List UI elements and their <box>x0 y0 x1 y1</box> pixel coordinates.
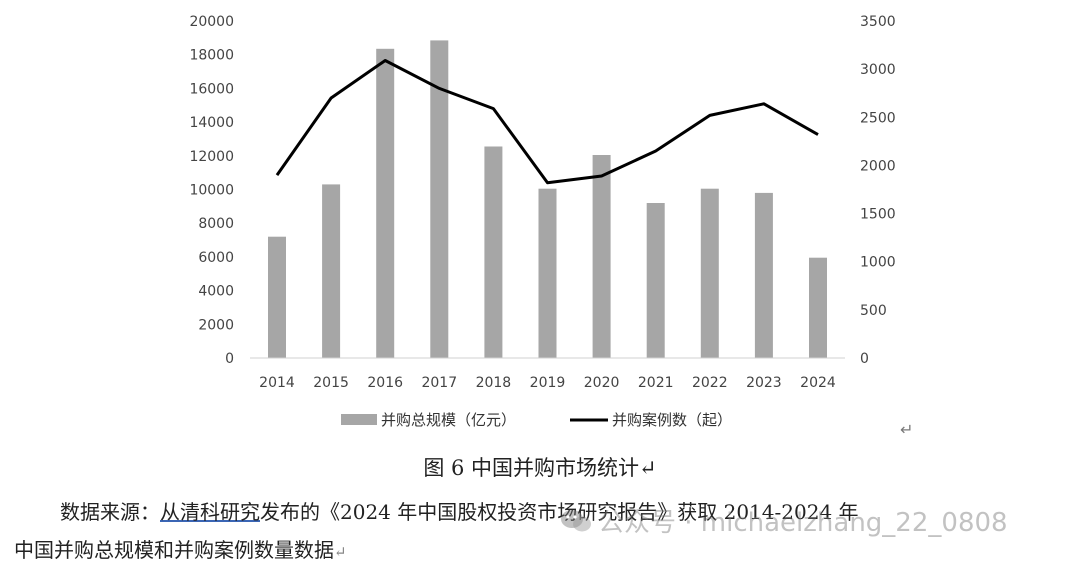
left-tick-label: 16000 <box>189 81 234 97</box>
right-axis-ticks: 0 500 1000 1500 2000 2500 3000 3500 <box>860 14 896 367</box>
paragraph-mark: ↵ <box>900 420 913 439</box>
line-path <box>277 61 818 183</box>
bar-2021 <box>647 203 665 358</box>
left-axis-ticks: 0 2000 4000 6000 8000 10000 12000 14000 16000 180… <box>189 14 234 367</box>
source-line-2-text: 中国并购总规模和并购案例数量数据 <box>14 538 334 562</box>
line-series <box>277 60 818 182</box>
x-tick-label: 2016 <box>367 375 403 391</box>
bar-2018 <box>484 147 502 359</box>
legend-label-line: 并购案例数（起） <box>612 411 732 429</box>
source-line-2-mark: ↵ <box>334 543 347 561</box>
bar-series <box>268 40 827 358</box>
x-tick-label: 2019 <box>530 375 566 391</box>
right-tick-label: 2500 <box>860 110 896 126</box>
right-tick-label: 3500 <box>860 14 896 30</box>
x-tick-label: 2023 <box>746 375 782 391</box>
watermark: 公众号 · michaelzhang_22_0808 <box>560 502 1008 539</box>
x-tick-label: 2021 <box>638 375 674 391</box>
source-link[interactable]: 从清科研究 <box>160 500 260 524</box>
x-tick-label: 2014 <box>259 375 295 391</box>
bar-2015 <box>322 184 340 358</box>
bar-2024 <box>809 258 827 358</box>
right-tick-label: 1500 <box>860 207 896 223</box>
bar-2023 <box>755 193 773 358</box>
figure-caption: 图 6 中国并购市场统计↵ <box>0 452 1080 482</box>
x-tick-label: 2020 <box>584 375 620 391</box>
x-axis-ticks: 2014 2015 2016 2017 2018 2019 2020 2021 2022 2023… <box>259 375 836 391</box>
left-tick-label: 10000 <box>189 183 234 199</box>
left-tick-label: 4000 <box>198 284 234 300</box>
x-tick-label: 2022 <box>692 375 728 391</box>
left-tick-label: 8000 <box>198 216 234 232</box>
right-tick-label: 1000 <box>860 255 896 271</box>
right-tick-label: 3000 <box>860 62 896 78</box>
x-tick-label: 2018 <box>476 375 512 391</box>
x-tick-label: 2024 <box>800 375 836 391</box>
bar-2022 <box>701 189 719 358</box>
left-tick-label: 14000 <box>189 115 234 131</box>
bar-2016 <box>376 49 394 358</box>
left-tick-label: 2000 <box>198 317 234 333</box>
x-tick-label: 2017 <box>421 375 457 391</box>
x-tick-label: 2015 <box>313 375 349 391</box>
watermark-text: 公众号 · michaelzhang_22_0808 <box>598 502 1008 539</box>
left-tick-label: 20000 <box>189 14 234 30</box>
left-tick-label: 6000 <box>198 250 234 266</box>
combo-chart: 0200040006000800010000120001400016000180… <box>0 0 1080 450</box>
legend-swatch-bar <box>341 414 377 425</box>
source-prefix: 数据来源： <box>60 500 160 524</box>
wechat-icon <box>560 508 592 534</box>
left-tick-label: 18000 <box>189 48 234 64</box>
left-tick-label: 0 <box>225 351 234 367</box>
left-tick-label: 12000 <box>189 149 234 165</box>
right-tick-label: 2000 <box>860 158 896 174</box>
legend: 并购总规模（亿元） 并购案例数（起） <box>341 411 732 429</box>
right-tick-label: 500 <box>860 303 887 319</box>
bar-2014 <box>268 237 286 358</box>
bar-2020 <box>593 155 611 358</box>
right-tick-label: 0 <box>860 351 869 367</box>
legend-label-bar: 并购总规模（亿元） <box>381 411 516 429</box>
bar-2019 <box>539 189 557 358</box>
